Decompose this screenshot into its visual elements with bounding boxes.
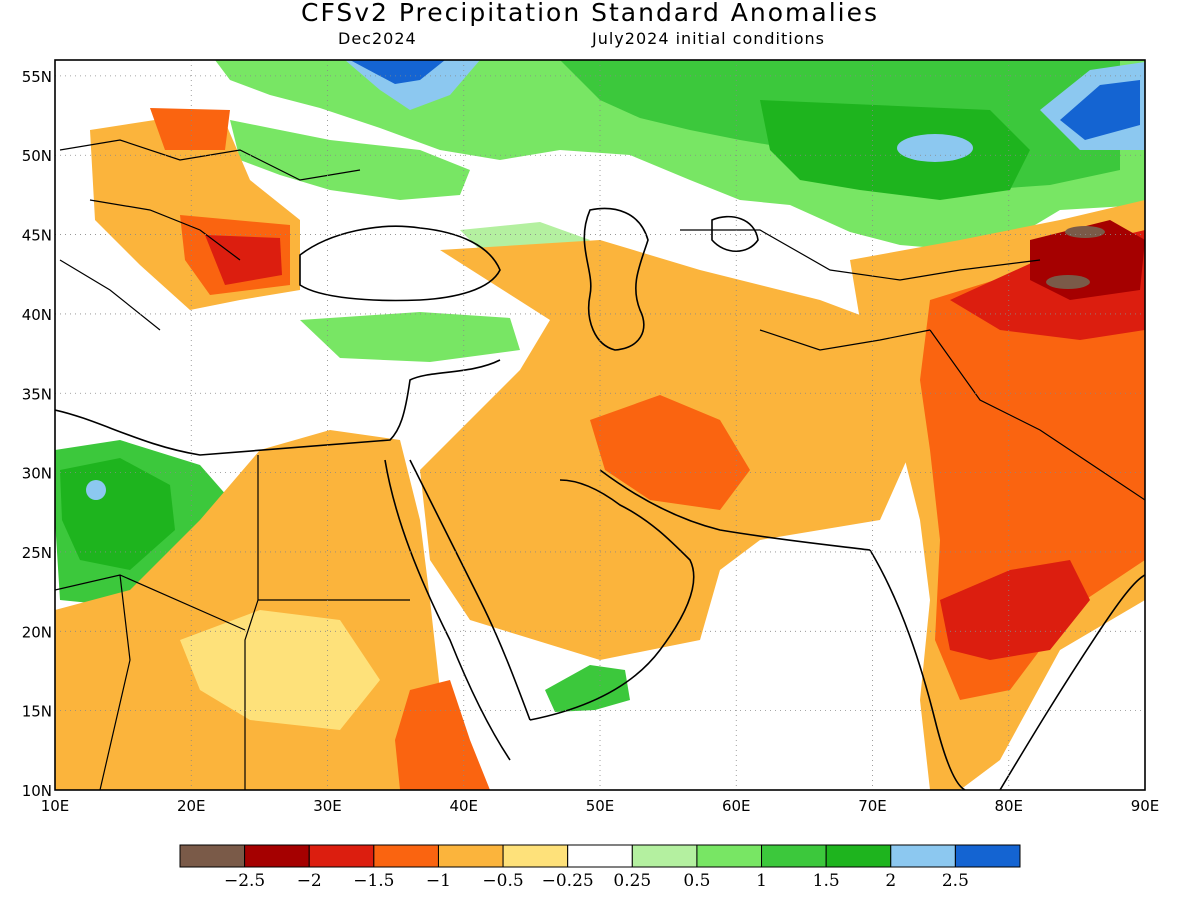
lat-tick-label: 55N — [22, 68, 52, 86]
dry-anomaly-tibet-peak-2 — [1046, 275, 1090, 289]
dry-anomaly-horn — [395, 680, 490, 790]
colorbar-label: 1.5 — [813, 871, 840, 891]
central-asia-borders — [680, 229, 1145, 501]
colorbar-swatch — [179, 844, 246, 868]
lon-tick-label: 20E — [177, 797, 206, 815]
colorbar-label: −2.5 — [224, 871, 265, 891]
map-frame — [54, 59, 1146, 791]
africa-borders — [55, 455, 410, 790]
graticule — [55, 60, 1145, 790]
valid-month-label: Dec2024 — [338, 29, 417, 48]
lon-tick-label: 90E — [1131, 797, 1160, 815]
lat-tick-label: 35N — [22, 385, 52, 403]
dry-anomaly-africa-weak — [180, 610, 380, 730]
colorbar-label: 1 — [756, 871, 767, 891]
wet-anomaly-caspian-north-core — [350, 60, 445, 84]
black-sea-coast — [299, 225, 501, 302]
chart-title: CFSv2 Precipitation Standard Anomalies — [300, 0, 879, 27]
latitude-ticks: 10N 15N 20N 25N 30N 35N 40N 45N 50N 55N — [22, 68, 52, 800]
lat-tick-label: 40N — [22, 306, 52, 324]
lat-tick-label: 25N — [22, 544, 52, 562]
red-sea-coast — [384, 459, 531, 761]
lon-tick-label: 30E — [313, 797, 342, 815]
colorbar: −2.5 −2 −1.5 −1 −0.5 −0.25 0.25 0.5 1 1.5 2 2.5 — [179, 844, 1021, 891]
wet-anomaly-yemen — [545, 665, 630, 712]
wet-anomaly-kazakh — [897, 134, 973, 162]
colorbar-swatch — [373, 844, 439, 868]
iran-coast — [599, 469, 871, 551]
lon-tick-label: 80E — [994, 797, 1023, 815]
anomaly-field — [55, 60, 1145, 790]
colorbar-swatch — [825, 844, 892, 868]
colorbar-label: 0.5 — [683, 871, 710, 891]
coastlines — [55, 139, 1145, 790]
lat-tick-label: 50N — [22, 147, 52, 165]
colorbar-swatch — [437, 844, 504, 868]
wet-anomaly-sahara-core — [86, 480, 106, 500]
colorbar-swatch — [502, 844, 569, 868]
colorbar-swatch — [696, 844, 763, 868]
dry-anomaly-tibet-peak-1 — [1065, 226, 1105, 238]
colorbar-label: −0.5 — [482, 871, 523, 891]
india-coast — [869, 549, 1145, 790]
colorbar-label: 2 — [885, 871, 896, 891]
wet-anomaly-siberia-core — [1060, 80, 1140, 140]
colorbar-swatch — [761, 844, 827, 868]
colorbar-swatch — [954, 844, 1021, 868]
lat-tick-label: 45N — [22, 227, 52, 245]
wet-anomaly-europe — [230, 120, 470, 200]
colorbar-label: 2.5 — [942, 871, 969, 891]
colorbar-swatch — [631, 844, 698, 868]
colorbar-swatch — [890, 844, 956, 868]
lon-tick-label: 40E — [449, 797, 478, 815]
lon-tick-label: 50E — [586, 797, 615, 815]
lat-tick-label: 15N — [22, 703, 52, 721]
colorbar-label: −0.25 — [542, 871, 594, 891]
colorbar-label: 0.25 — [613, 871, 651, 891]
dry-anomaly-iran — [590, 395, 750, 510]
dry-anomaly-india-core — [940, 230, 1145, 660]
lon-tick-label: 70E — [858, 797, 887, 815]
lat-tick-label: 10N — [22, 782, 52, 800]
initial-conditions-label: July2024 initial conditions — [592, 29, 825, 48]
colorbar-swatch — [244, 844, 310, 868]
lon-tick-label: 60E — [722, 797, 751, 815]
aral-sea-coast — [711, 215, 759, 253]
wet-anomaly-north-belt — [760, 100, 1030, 200]
colorbar-label: −2 — [297, 871, 322, 891]
lat-tick-label: 30N — [22, 465, 52, 483]
arabia-coast — [529, 479, 695, 721]
longitude-ticks: 10E 20E 30E 40E 50E 60E 70E 80E 90E — [41, 797, 1160, 815]
colorbar-swatch — [567, 844, 633, 868]
mediterranean-coast — [55, 359, 501, 456]
wet-anomaly-mediterranean — [300, 312, 520, 362]
colorbar-label: −1 — [426, 871, 451, 891]
colorbar-label: −1.5 — [353, 871, 394, 891]
lat-tick-label: 20N — [22, 623, 52, 641]
colorbar-swatch — [308, 844, 375, 868]
lon-tick-label: 10E — [41, 797, 70, 815]
